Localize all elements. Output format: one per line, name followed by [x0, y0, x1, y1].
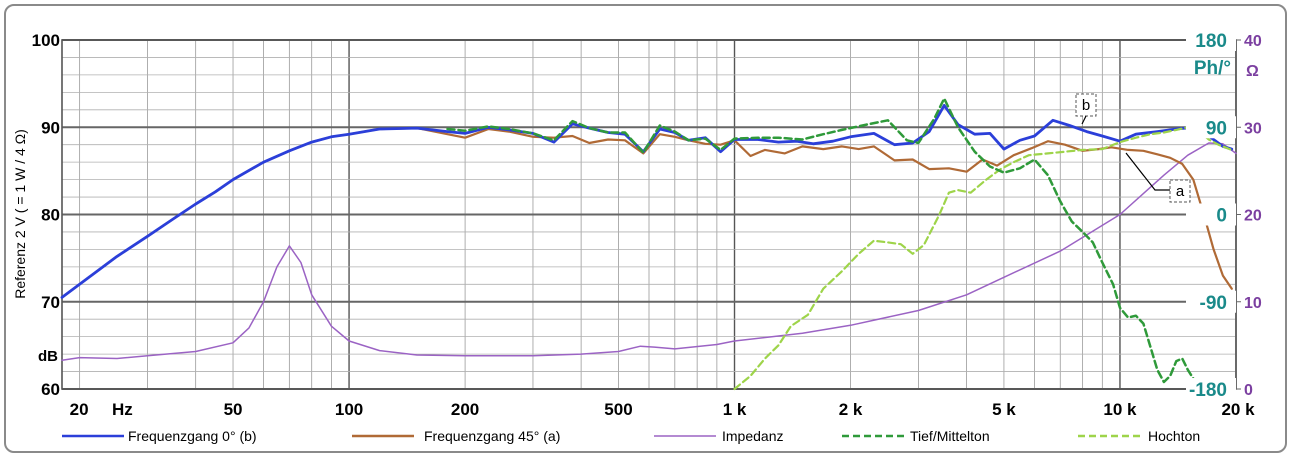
ohm-tick-label: 30 — [1244, 120, 1262, 137]
phase-tick-label: -90 — [1200, 293, 1227, 314]
phase-tick-backdrop — [1186, 116, 1236, 139]
y-tick-label-db: 100 — [32, 31, 60, 50]
x-tick-label: 20 — [70, 400, 89, 419]
y-tick-label-db: 80 — [41, 206, 60, 225]
series-line — [733, 126, 1235, 391]
x-tick-label: 500 — [604, 400, 632, 419]
series-line — [61, 142, 1237, 361]
x-unit: Hz — [112, 400, 133, 419]
y-tick-label-db: 90 — [41, 118, 60, 137]
y-axis-label: Referenz 2 V ( = 1 W / 4 Ω) — [12, 129, 28, 299]
callout-label-a: a — [1176, 183, 1185, 200]
x-tick-label: 100 — [335, 400, 363, 419]
phase-tick-label: -180 — [1189, 380, 1227, 401]
x-tick-label: 5 k — [992, 400, 1016, 419]
ohm-unit: Ω — [1246, 63, 1259, 80]
x-tick-label: 50 — [224, 400, 243, 419]
callout-leader-a — [1125, 152, 1170, 191]
callout-leader-b — [1081, 115, 1087, 125]
x-tick-label: 1 k — [723, 400, 747, 419]
x-tick-label: 200 — [451, 400, 479, 419]
phase-tick-backdrop — [1186, 290, 1236, 313]
phase-tick-label: 180 — [1195, 31, 1227, 52]
series-line — [446, 97, 1195, 384]
legend-label: Frequenzgang 0° (b) — [128, 428, 257, 444]
callout-label-b: b — [1082, 97, 1090, 114]
x-tick-label: 20 k — [1221, 400, 1255, 419]
grid — [61, 39, 1237, 390]
series-curves — [60, 97, 1237, 391]
y-tick-label-db: 60 — [41, 380, 60, 399]
phase-unit: Ph/° — [1194, 58, 1231, 79]
callouts: ba — [1075, 93, 1191, 203]
x-tick-label: 10 k — [1103, 400, 1137, 419]
phase-tick-backdrop — [1186, 29, 1236, 51]
callout-box-a — [1169, 179, 1191, 203]
phase-tick-backdrop — [1186, 378, 1236, 400]
phase-tick-label: 0 — [1216, 206, 1227, 227]
phase-tick-label: 90 — [1206, 118, 1227, 139]
ohm-tick-label: 0 — [1244, 382, 1253, 399]
y-unit-db: dB — [38, 348, 58, 365]
series-line — [60, 104, 1234, 299]
ohm-tick-label: 40 — [1244, 33, 1262, 50]
legend-label: Tief/Mittelton — [910, 428, 990, 444]
ohm-tick-label: 20 — [1244, 208, 1262, 225]
y-tick-label-db: 70 — [41, 293, 60, 312]
legend: Frequenzgang 0° (b) Frequenzgang 45° (a) I… — [62, 428, 1200, 444]
legend-label: Hochton — [1148, 428, 1200, 444]
legend-label: Impedanz — [722, 428, 783, 444]
chart-frame — [4, 4, 1287, 453]
x-tick-label: 2 k — [839, 400, 863, 419]
phase-tick-backdrop — [1186, 203, 1236, 226]
ohm-tick-label: 10 — [1244, 295, 1262, 312]
legend-label: Frequenzgang 45° (a) — [424, 428, 560, 444]
